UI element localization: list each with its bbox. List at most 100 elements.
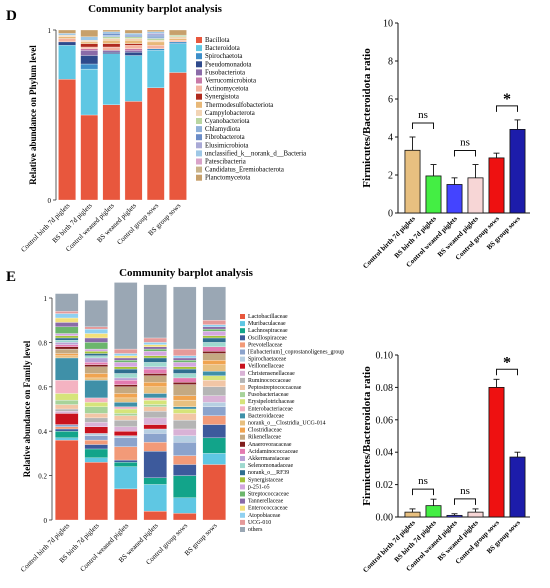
legend-label: Lachnospiraceae <box>248 328 288 334</box>
bar-segment-25-4 <box>143 351 167 356</box>
legend-swatch-18 <box>196 174 202 181</box>
bar-segment-2-3 <box>114 466 138 490</box>
bar-segment-7-6 <box>202 402 226 407</box>
bar-segment-26-1 <box>55 326 79 334</box>
legend-label: Clostridiaceae <box>248 428 282 434</box>
bar-segment-14-4 <box>143 397 167 401</box>
bar-segment-15-5 <box>146 31 165 34</box>
bar-segment-6-6 <box>202 406 226 416</box>
legend-swatch-16 <box>240 420 245 426</box>
legend-swatch-1 <box>196 37 202 43</box>
significance-bracket-3 <box>496 368 518 376</box>
legend-swatch-4 <box>240 335 245 341</box>
bar-segment-11-1 <box>55 404 79 410</box>
chart-title: Community barplot analysis <box>119 267 254 279</box>
bar-6 <box>509 456 526 518</box>
legend-label: Fusobacteriota <box>205 69 245 76</box>
bar-segment-12-3 <box>114 413 138 416</box>
bar-segment-7-4 <box>124 45 143 49</box>
bar-segment-31-5 <box>173 286 197 350</box>
bar-segment-24-4 <box>143 355 167 359</box>
bar-segment-12-1 <box>55 399 79 405</box>
bar-segment-4-5 <box>173 464 197 476</box>
bar-segment-20-3 <box>114 379 138 385</box>
bar-segment-10-3 <box>102 38 121 41</box>
bar-segment-2-6 <box>169 43 187 73</box>
bar-segment-20-5 <box>173 377 197 383</box>
significance-bracket-1 <box>412 488 434 496</box>
bar-segment-9-3 <box>102 40 121 44</box>
bar-segment-27-6 <box>202 326 226 330</box>
significance-bracket-3 <box>496 105 518 112</box>
bar-segment-17-3 <box>114 393 138 399</box>
bar-6 <box>509 128 526 214</box>
bar-segment-23-3 <box>114 368 138 374</box>
bar-segment-30-3 <box>114 348 138 354</box>
legend-swatch-3 <box>196 53 202 60</box>
bar-segment-1-1 <box>58 79 76 201</box>
legend-label: Selenomonadaceae <box>248 463 294 469</box>
bar-segment-18-5 <box>146 29 165 32</box>
y-tick-label: 0.8 <box>38 339 47 347</box>
bar-segment-23-6 <box>202 337 226 343</box>
legend-swatch-1 <box>240 314 245 319</box>
bar-segment-29-6 <box>202 324 226 328</box>
bar-segment-10-5 <box>146 40 165 43</box>
bar-segment-3-2 <box>84 448 108 458</box>
legend-swatch-17 <box>196 166 202 173</box>
bar-segment-7-4 <box>143 428 167 434</box>
bar-segment-10-1 <box>55 408 79 412</box>
bar-segment-19-3 <box>114 384 138 387</box>
x-tick-label: Control birth 7d piglets <box>19 522 71 574</box>
bar-segment-10-6 <box>202 386 226 396</box>
legend-label: norank_o__Clostridia_UCG-014 <box>248 421 326 427</box>
bar-segment-2-4 <box>124 55 143 102</box>
bar-segment-8-1 <box>55 413 79 425</box>
bar-segment-24-1 <box>55 335 79 339</box>
bar-segment-22-4 <box>143 362 167 367</box>
y-tick-label: 0.2 <box>38 473 47 481</box>
legend-label: Synergistaceae <box>248 477 284 483</box>
bar-segment-4-4 <box>143 451 167 478</box>
legend-swatch-12 <box>240 392 245 398</box>
bar-segment-16-3 <box>114 397 138 403</box>
legend-swatch-30 <box>240 519 245 525</box>
bar-segment-4-1 <box>55 428 79 432</box>
bar-segment-22-1 <box>55 340 79 343</box>
bar-2 <box>425 505 442 518</box>
bar-segment-14-1 <box>55 379 79 394</box>
bar-segment-9-1 <box>58 36 76 39</box>
bar-1 <box>404 149 421 214</box>
bar-segment-1-2 <box>84 462 108 521</box>
y-tick-label: 0.4 <box>38 428 47 436</box>
significance-bracket-2 <box>454 498 476 505</box>
y-tick-label: 1 <box>44 295 48 303</box>
bar-segment-9-2 <box>80 41 99 44</box>
bar-segment-8-3 <box>114 431 138 436</box>
legend-swatch-9 <box>240 370 245 376</box>
bar-segment-13-6 <box>202 375 226 381</box>
bar-segment-19-1 <box>55 346 79 350</box>
legend-swatch-20 <box>240 448 245 454</box>
bar-segment-25-5 <box>173 362 197 367</box>
bar-segment-2-5 <box>146 50 165 88</box>
legend-label: Akkermansiaceae <box>248 456 290 462</box>
bar-segment-10-5 <box>173 419 197 430</box>
bar-segment-3-6 <box>202 437 226 454</box>
bar-segment-5-3 <box>102 50 121 53</box>
legend-swatch-4 <box>196 61 202 68</box>
bar-segment-17-5 <box>173 395 197 401</box>
legend-swatch-26 <box>240 491 245 497</box>
legend-label: Fibrobacterota <box>205 134 245 141</box>
legend-label: Spirochaetaceae <box>248 357 287 363</box>
bar-segment-31-2 <box>84 300 108 328</box>
significance-bracket-1 <box>412 122 434 129</box>
significance-label: ns <box>418 475 428 487</box>
y-tick-label: 10 <box>383 19 393 30</box>
bar-segment-1-1 <box>55 439 79 521</box>
y-tick-label: 4 <box>388 133 393 144</box>
bar-segment-7-2 <box>84 433 108 436</box>
bar-segment-4-3 <box>102 51 121 54</box>
bar-segment-15-2 <box>80 36 99 41</box>
